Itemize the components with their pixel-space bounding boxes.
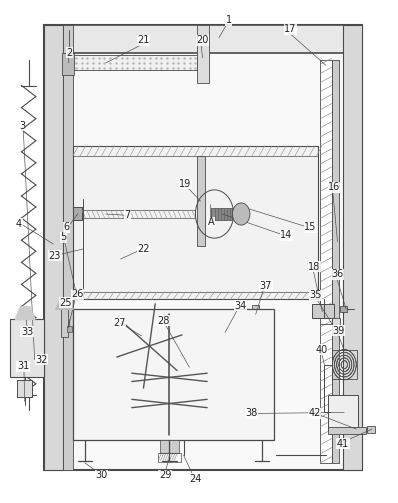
Bar — [73, 292, 318, 299]
Text: 25: 25 — [59, 298, 72, 308]
Text: 32: 32 — [35, 355, 48, 365]
Text: 23: 23 — [49, 250, 61, 261]
Text: 31: 31 — [17, 361, 29, 371]
Text: A: A — [208, 217, 214, 227]
Text: 5: 5 — [60, 232, 67, 242]
Bar — [73, 309, 274, 440]
Bar — [166, 398, 173, 408]
Text: 4: 4 — [16, 219, 22, 229]
Bar — [211, 208, 232, 220]
Text: 2: 2 — [66, 48, 73, 58]
Text: 16: 16 — [328, 182, 340, 192]
Text: 14: 14 — [281, 230, 293, 240]
Bar — [158, 453, 181, 462]
Bar — [312, 304, 334, 318]
Text: 30: 30 — [96, 470, 107, 480]
Bar — [252, 305, 259, 320]
Bar — [197, 25, 209, 83]
Bar — [328, 427, 366, 434]
Bar — [82, 210, 195, 218]
Text: 27: 27 — [113, 318, 126, 328]
Text: 42: 42 — [308, 408, 321, 418]
Bar — [343, 25, 362, 470]
Bar — [63, 25, 73, 470]
Bar — [44, 25, 362, 53]
Bar — [67, 326, 72, 332]
Circle shape — [232, 203, 250, 225]
Circle shape — [146, 342, 152, 350]
Bar — [73, 146, 318, 156]
Bar — [160, 440, 179, 453]
Text: 37: 37 — [259, 281, 272, 291]
Text: 21: 21 — [137, 35, 150, 45]
Text: 41: 41 — [337, 439, 349, 449]
Bar — [10, 319, 44, 377]
Text: 36: 36 — [332, 269, 343, 279]
Bar — [62, 53, 74, 75]
Text: 24: 24 — [189, 474, 201, 484]
Text: 34: 34 — [235, 301, 247, 311]
Text: 26: 26 — [71, 289, 84, 299]
Bar — [61, 309, 68, 337]
Bar — [330, 398, 356, 428]
Bar — [17, 380, 32, 397]
Text: 20: 20 — [196, 35, 209, 45]
Text: 22: 22 — [137, 244, 150, 254]
Text: 17: 17 — [284, 24, 297, 34]
Bar — [74, 55, 197, 70]
Bar — [44, 25, 63, 470]
Bar — [332, 350, 357, 379]
Text: 39: 39 — [332, 326, 344, 336]
Bar — [332, 60, 339, 463]
Text: 40: 40 — [316, 345, 328, 355]
Bar — [73, 208, 82, 220]
Bar — [166, 372, 173, 382]
Bar — [197, 156, 205, 246]
Text: 18: 18 — [308, 262, 320, 272]
Polygon shape — [56, 299, 73, 309]
Polygon shape — [15, 307, 35, 319]
Text: 1: 1 — [226, 15, 232, 25]
Bar — [73, 146, 318, 299]
Text: 38: 38 — [246, 408, 258, 418]
Text: 35: 35 — [309, 290, 322, 300]
Bar — [332, 318, 340, 330]
Text: 3: 3 — [19, 121, 25, 131]
Text: 6: 6 — [64, 222, 70, 232]
Text: 19: 19 — [179, 179, 191, 189]
Bar — [44, 25, 362, 470]
Bar — [328, 395, 358, 431]
Bar — [320, 60, 332, 463]
Bar — [220, 329, 258, 336]
Text: 33: 33 — [21, 327, 33, 337]
Text: 29: 29 — [159, 470, 172, 480]
Bar — [340, 306, 347, 312]
Text: 7: 7 — [124, 210, 131, 220]
Bar — [367, 426, 375, 433]
Text: 15: 15 — [304, 222, 317, 232]
Text: 28: 28 — [157, 316, 170, 326]
